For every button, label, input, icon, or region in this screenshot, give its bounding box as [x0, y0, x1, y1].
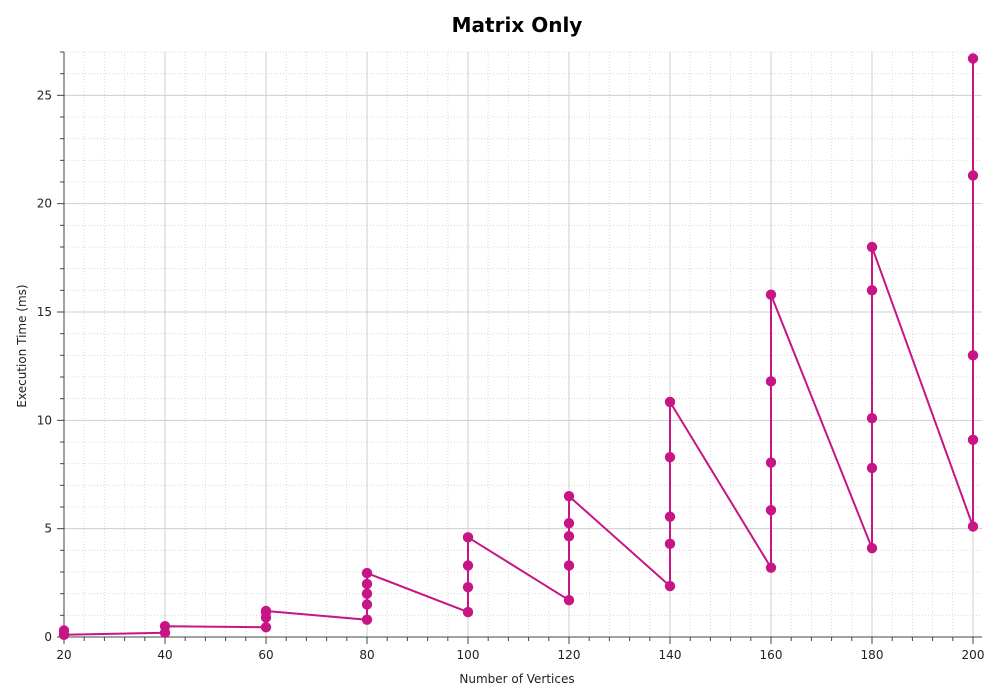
data-point — [462, 532, 474, 543]
data-point — [361, 567, 373, 579]
data-point — [462, 606, 474, 618]
data-point — [765, 562, 777, 573]
y-tick-label: 0 — [44, 630, 52, 644]
y-tick-label: 5 — [44, 522, 52, 536]
data-point — [664, 511, 676, 522]
data-point — [58, 629, 70, 641]
x-tick-label: 60 — [258, 648, 273, 662]
data-point — [462, 560, 474, 571]
x-axis-label: Number of Vertices — [459, 672, 574, 686]
x-tick-label: 140 — [659, 648, 682, 662]
data-point — [664, 538, 676, 550]
data-point — [967, 350, 979, 361]
data-point — [664, 580, 676, 592]
x-tick-label: 160 — [760, 648, 783, 662]
data-point — [765, 457, 777, 468]
y-tick-label: 20 — [37, 197, 52, 211]
data-point — [563, 531, 575, 542]
minor-grid — [64, 51, 982, 637]
data-point — [866, 285, 878, 296]
data-point — [159, 620, 171, 632]
data-point — [462, 581, 474, 593]
data-point — [260, 622, 272, 633]
data-point — [664, 451, 676, 463]
x-tick-label: 200 — [962, 648, 985, 662]
chart-title: Matrix Only — [452, 13, 583, 37]
data-point — [967, 170, 979, 181]
x-tick-label: 100 — [457, 648, 480, 662]
axes — [63, 52, 982, 638]
data-point — [866, 462, 878, 474]
y-tick-label: 25 — [37, 88, 52, 102]
data-point — [260, 605, 272, 617]
data-point — [361, 614, 373, 625]
y-tick-label: 10 — [37, 413, 52, 427]
data-point — [361, 599, 373, 610]
x-tick-label: 40 — [157, 648, 172, 662]
data-point — [563, 518, 575, 529]
x-tick-label: 80 — [359, 648, 374, 662]
data-point — [664, 396, 676, 408]
data-point — [765, 376, 777, 387]
data-point — [563, 594, 575, 606]
data-point — [866, 241, 878, 253]
data-point — [361, 588, 373, 599]
data-point — [866, 542, 878, 554]
x-tick-label: 120 — [558, 648, 581, 662]
data-point — [563, 560, 575, 571]
x-tick-label: 20 — [56, 648, 71, 662]
data-point — [967, 434, 979, 446]
y-tick-label: 15 — [37, 305, 52, 319]
data-point — [967, 521, 979, 532]
x-tick-label: 180 — [861, 648, 884, 662]
x-axis-ticks: 20 40 60 80 100 120 140 160 180 200 — [56, 637, 984, 662]
data-point — [765, 289, 777, 300]
series-points — [58, 53, 979, 641]
data-point — [361, 578, 373, 590]
data-point — [563, 490, 575, 502]
data-point — [866, 412, 878, 424]
data-point — [967, 53, 979, 64]
data-point — [765, 505, 777, 516]
y-axis-label: Execution Time (ms) — [15, 284, 29, 407]
